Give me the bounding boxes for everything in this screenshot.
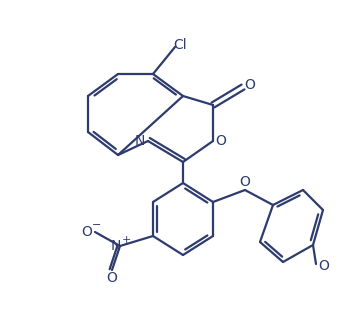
Text: −: −: [92, 220, 102, 230]
Text: O: O: [240, 175, 251, 189]
Text: O: O: [106, 271, 117, 285]
Text: O: O: [244, 78, 256, 92]
Text: O: O: [216, 134, 226, 148]
Text: N: N: [135, 134, 145, 148]
Text: O: O: [82, 225, 92, 239]
Text: N: N: [111, 239, 121, 253]
Text: Cl: Cl: [173, 38, 187, 52]
Text: +: +: [121, 235, 131, 245]
Text: O: O: [318, 259, 330, 273]
